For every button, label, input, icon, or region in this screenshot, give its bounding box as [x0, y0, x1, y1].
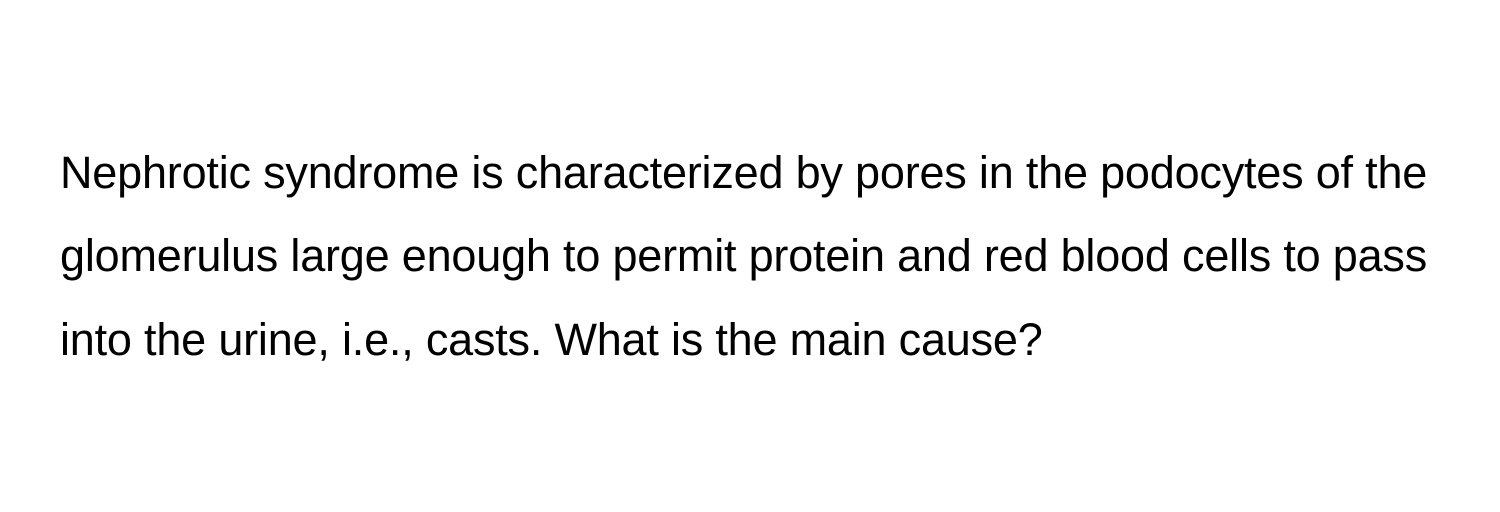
question-text: Nephrotic syndrome is characterized by p…	[60, 131, 1440, 381]
